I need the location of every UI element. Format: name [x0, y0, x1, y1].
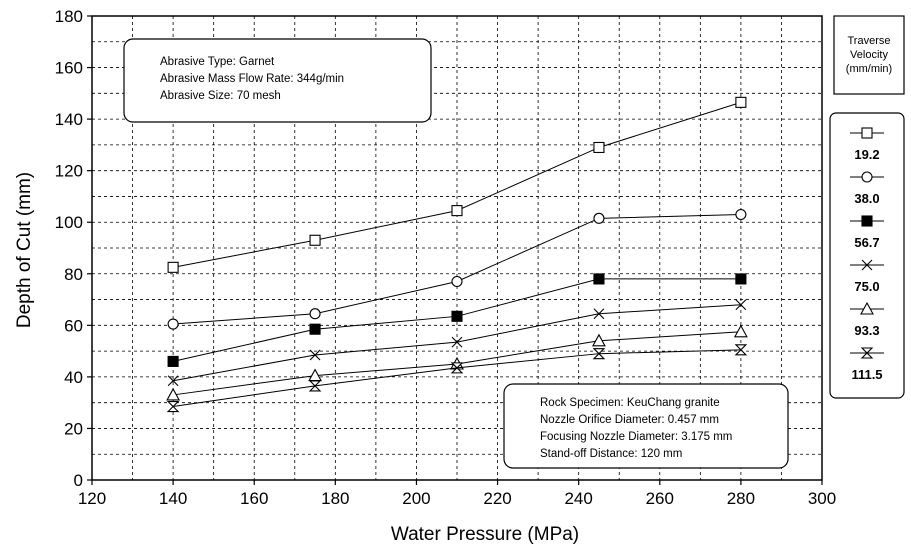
legend-title-line: Velocity: [850, 49, 888, 61]
legend-item: 56.7: [850, 215, 884, 250]
data-point: [735, 273, 747, 285]
y-tick-label: 160: [55, 59, 83, 78]
legend-item: 19.2: [850, 127, 884, 162]
axis-ticks: 120 140 160 180 200 220 240 260 280 300 0 20 40 60 80 1…: [55, 7, 837, 508]
data-point: [451, 336, 463, 348]
series-75-0: [167, 299, 747, 387]
data-point: [861, 171, 873, 183]
data-point: [451, 310, 463, 322]
series-56-7: [167, 273, 747, 367]
x-axis-title: Water Pressure (MPa): [391, 524, 579, 545]
series-111-5: [166, 344, 748, 413]
data-point: [592, 333, 606, 347]
series-38-0: [167, 208, 747, 330]
data-point: [167, 261, 179, 273]
legend-item: 38.0: [850, 171, 884, 206]
abrasive-note-line: Abrasive Size: 70 mesh: [160, 90, 281, 102]
x-tick-label: 260: [646, 489, 674, 508]
x-tick-label: 220: [483, 489, 511, 508]
data-point: [593, 212, 605, 224]
y-tick-label: 100: [55, 213, 83, 232]
data-point: [593, 308, 605, 320]
data-point: [734, 344, 748, 356]
legend-label: 19.2: [854, 147, 879, 162]
data-point: [735, 208, 747, 221]
x-tick-label: 240: [564, 489, 592, 508]
data-point: [308, 380, 322, 392]
abrasive-note: Abrasive Type: Garnet Abrasive Mass Flow…: [123, 38, 432, 123]
data-point: [733, 324, 748, 338]
legend-title-line: Traverse: [848, 35, 891, 47]
data-point: [735, 96, 747, 108]
legend-label: 93.3: [854, 323, 879, 338]
legend-title-box: Traverse Velocity (mm/min): [833, 15, 905, 95]
rock-note-line: Focusing Nozzle Diameter: 3.175 mm: [540, 431, 732, 443]
legend-label: 56.7: [854, 235, 879, 250]
data-point: [166, 400, 180, 413]
data-point: [451, 275, 463, 288]
legend-item: 75.0: [850, 259, 884, 294]
x-tick-label: 120: [78, 489, 106, 508]
data-point: [166, 387, 181, 401]
x-tick-label: 160: [240, 489, 268, 508]
legend-item: 93.3: [850, 301, 884, 338]
data-point: [860, 347, 874, 359]
legend-label: 111.5: [851, 367, 882, 382]
data-point: [860, 301, 874, 315]
y-tick-label: 180: [55, 7, 83, 26]
legend-item: 111.5: [850, 347, 884, 382]
x-tick-label: 140: [159, 489, 187, 508]
y-tick-label: 140: [55, 110, 83, 129]
data-point: [309, 234, 321, 246]
data-point: [309, 323, 321, 335]
rock-note-line: Rock Specimen: KeuChang granite: [540, 397, 720, 409]
abrasive-note-line: Abrasive Type: Garnet: [160, 56, 275, 68]
data-point: [451, 205, 463, 217]
y-tick-label: 120: [55, 162, 83, 181]
data-point: [167, 318, 179, 330]
x-tick-label: 280: [727, 489, 755, 508]
data-point: [167, 375, 179, 387]
legend-label: 75.0: [854, 279, 879, 294]
data-point: [592, 348, 606, 360]
data-point: [861, 127, 873, 139]
y-tick-label: 60: [64, 316, 83, 335]
data-point: [593, 141, 605, 154]
legend: 19.2 38.0 56.7 75.0 93.3 111.5: [829, 112, 905, 399]
abrasive-note-line: Abrasive Mass Flow Rate: 344g/min: [160, 73, 344, 85]
x-tick-label: 180: [321, 489, 349, 508]
data-point: [593, 273, 605, 285]
data-point: [861, 259, 873, 271]
y-tick-label: 80: [64, 265, 83, 284]
data-point: [309, 349, 321, 361]
y-tick-label: 20: [64, 419, 83, 438]
y-tick-label: 40: [64, 368, 83, 387]
data-point: [309, 308, 321, 320]
legend-label: 38.0: [854, 191, 879, 206]
series-19-2: [167, 96, 747, 273]
x-tick-label: 200: [402, 489, 430, 508]
y-axis-title: Depth of Cut (mm): [14, 172, 35, 328]
series-group: [166, 96, 748, 413]
rock-note-line: Nozzle Orifice Diameter: 0.457 mm: [540, 414, 719, 426]
rock-note-line: Stand-off Distance: 120 mm: [540, 448, 682, 460]
data-point: [450, 362, 464, 374]
rock-note: Rock Specimen: KeuChang granite Nozzle O…: [503, 383, 789, 469]
data-point: [735, 299, 747, 311]
data-point: [167, 355, 179, 367]
legend-title-line: (mm/min): [846, 63, 892, 75]
y-tick-label: 0: [74, 471, 83, 490]
x-tick-label: 300: [808, 489, 836, 508]
data-point: [861, 215, 873, 227]
plot-area: [91, 15, 823, 481]
